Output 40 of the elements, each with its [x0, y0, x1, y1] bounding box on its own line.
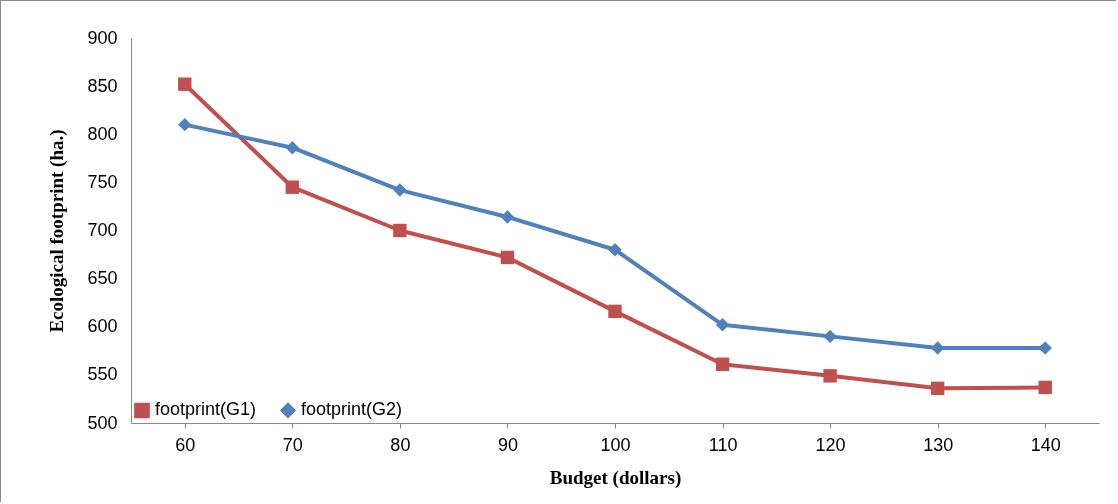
- y-axis-title: Ecological footprint (ha.): [46, 129, 69, 333]
- y-tick-label: 500: [87, 412, 118, 433]
- point: [285, 180, 300, 194]
- legend-label: footprint(G2): [301, 399, 403, 420]
- point: [393, 183, 407, 197]
- point: [500, 210, 515, 224]
- x-tick-label: 70: [282, 434, 303, 455]
- x-tick-label: 90: [497, 434, 518, 455]
- point: [930, 341, 945, 355]
- point: [608, 243, 622, 257]
- y-tick-label: 650: [87, 268, 118, 289]
- x-tick-label: 60: [175, 434, 196, 455]
- point: [608, 304, 622, 319]
- point: [715, 357, 730, 371]
- point: [715, 318, 730, 332]
- x-tick-label: 130: [923, 434, 954, 455]
- x-tick-label: 80: [390, 434, 411, 455]
- y-tick-label: 600: [87, 316, 118, 337]
- y-tick-label: 800: [87, 123, 118, 144]
- y-tick-label: 700: [87, 220, 118, 240]
- x-tick-label: 140: [1030, 434, 1061, 455]
- point: [285, 141, 300, 155]
- point: [393, 223, 407, 238]
- legend-label: footprint(G1): [155, 399, 257, 420]
- x-tick-label: 100: [600, 434, 631, 455]
- point: [823, 329, 837, 344]
- point: [1038, 341, 1052, 355]
- y-tick-label: 750: [87, 171, 118, 192]
- y-tick-label: 900: [87, 27, 118, 48]
- x-axis-title: Budget (dollars): [549, 466, 682, 489]
- point: [930, 381, 945, 396]
- point: [178, 117, 192, 132]
- y-tick-label: 850: [87, 75, 118, 96]
- point: [1038, 380, 1052, 395]
- point: [823, 369, 837, 383]
- x-tick-label: 120: [815, 434, 846, 455]
- y-tick-label: 550: [87, 364, 118, 385]
- point: [178, 77, 192, 91]
- point: [500, 250, 515, 265]
- x-tick-label: 110: [708, 434, 738, 455]
